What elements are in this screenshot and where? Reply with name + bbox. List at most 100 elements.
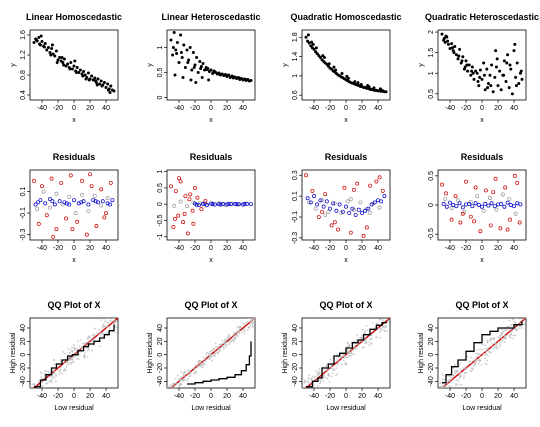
simulated-point — [493, 342, 496, 345]
residual-point — [345, 199, 350, 204]
observed-qq-line — [306, 321, 387, 388]
simulated-point — [323, 376, 326, 379]
data-point — [450, 42, 454, 46]
residual-point — [347, 210, 352, 215]
data-point — [498, 69, 502, 73]
simulated-point — [209, 353, 212, 356]
simulated-point — [460, 369, 462, 371]
data-point — [102, 81, 106, 84]
simulated-point — [199, 362, 202, 365]
data-point — [193, 63, 197, 67]
residual-point — [505, 227, 510, 232]
data-point — [189, 78, 193, 82]
panel-res-lin-hetero: Residuals -40 -20 0 20 40 -1 -0.5 0 0.5 1 x — [157, 152, 256, 264]
x-tick-label: 40 — [510, 393, 518, 400]
y-tick-label: -40 — [292, 376, 299, 386]
data-point — [40, 40, 44, 43]
data-point — [465, 63, 469, 67]
simulated-point — [103, 318, 106, 320]
simulated-point — [448, 375, 450, 377]
simulated-point — [383, 325, 385, 328]
simulated-point — [250, 319, 253, 322]
simulated-point — [503, 340, 506, 343]
data-point — [367, 85, 371, 89]
simulated-point — [204, 360, 207, 362]
simulated-point — [317, 370, 320, 373]
residual-point — [237, 202, 241, 207]
simulated-point — [59, 368, 62, 371]
simulated-point — [211, 348, 214, 351]
residual-point — [44, 213, 49, 218]
simulated-point — [227, 333, 230, 336]
data-point — [190, 68, 194, 72]
simulated-point — [387, 319, 390, 321]
simulated-point — [326, 365, 329, 368]
simulated-point — [512, 334, 515, 337]
simulated-point — [245, 322, 248, 325]
residual-point — [352, 187, 356, 192]
simulated-point — [93, 333, 96, 336]
simulated-point — [347, 341, 349, 344]
simulated-point — [67, 347, 69, 350]
simulated-point — [174, 387, 176, 388]
data-point — [53, 54, 57, 58]
residual-point — [218, 202, 223, 207]
simulated-point — [228, 343, 231, 345]
simulated-point — [465, 368, 468, 371]
residual-point — [368, 183, 372, 188]
simulated-point — [349, 345, 352, 347]
simulated-point — [71, 349, 73, 352]
simulated-point — [346, 350, 349, 353]
simulated-point — [241, 328, 244, 331]
simulated-point — [462, 367, 465, 369]
simulated-point — [102, 335, 104, 338]
simulated-point — [83, 351, 86, 354]
simulated-point — [484, 357, 487, 360]
simulated-point — [344, 357, 346, 359]
simulated-point — [343, 354, 345, 357]
simulated-point — [439, 386, 442, 388]
simulated-point — [377, 327, 380, 330]
simulated-point — [77, 348, 80, 351]
x-tick-label: -20 — [325, 245, 335, 252]
data-point — [470, 69, 474, 73]
data-point — [463, 65, 467, 69]
x-tick-label: 20 — [223, 105, 231, 112]
data-point — [307, 41, 311, 45]
simulated-point — [199, 365, 202, 368]
simulated-point — [356, 343, 359, 346]
simulated-point — [306, 380, 309, 383]
x-tick-label: 40 — [374, 105, 382, 112]
y-axis-label: y — [10, 63, 17, 67]
simulated-point — [475, 360, 478, 363]
data-point — [488, 73, 492, 77]
simulated-point — [93, 338, 96, 341]
residual-point — [499, 201, 504, 206]
data-point — [45, 48, 49, 52]
residual-point — [52, 202, 57, 207]
data-point — [34, 38, 38, 42]
residual-point — [488, 196, 492, 200]
simulated-point — [348, 343, 351, 346]
simulated-point — [454, 370, 457, 372]
data-point — [69, 61, 73, 64]
simulated-point — [112, 318, 115, 319]
x-axis-label: Low residual — [191, 405, 231, 412]
simulated-point — [72, 344, 75, 347]
residual-point — [102, 215, 107, 220]
simulated-point — [448, 378, 451, 381]
simulated-point — [471, 367, 474, 370]
simulated-point — [236, 335, 239, 337]
residual-point — [202, 201, 207, 206]
y-tick-label: 0 — [428, 203, 435, 207]
simulated-point — [173, 382, 176, 385]
simulated-point — [221, 344, 224, 347]
residual-point — [472, 219, 476, 224]
data-point — [188, 46, 192, 49]
data-point — [169, 38, 173, 42]
y-tick-label: 0 — [157, 95, 164, 99]
data-point — [109, 84, 113, 88]
simulated-point — [224, 343, 227, 346]
x-axis-label: x — [480, 117, 484, 124]
